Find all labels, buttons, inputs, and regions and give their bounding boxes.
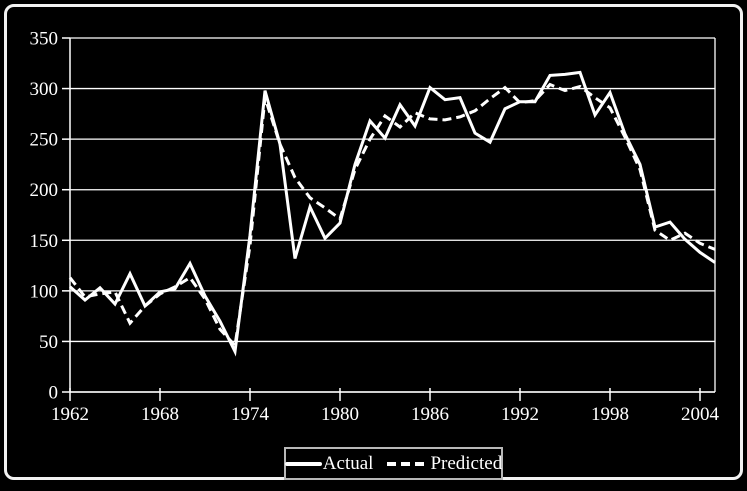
y-tick-label-350: 350 (30, 29, 59, 50)
y-tick-label-0: 0 (49, 383, 59, 404)
chart-outer-frame: 0 50 100 150 200 250 300 350 1962 1968 1974 1980 198… (4, 4, 743, 480)
chart-legend: Actual Predicted (284, 447, 503, 480)
line-chart-plot: 0 50 100 150 200 250 300 350 1962 1968 1974 1980 198… (30, 29, 720, 426)
y-tick-label-250: 250 (30, 130, 59, 151)
y-tick-label-300: 300 (30, 79, 59, 100)
x-tick-label-1974: 1974 (231, 404, 270, 425)
x-tick-label-1968: 1968 (141, 404, 179, 425)
x-tick-label-1986: 1986 (411, 404, 449, 425)
dashed-line-icon (387, 461, 430, 466)
legend-label-predicted: Predicted (430, 453, 503, 474)
legend-item-actual: Actual (284, 453, 374, 474)
solid-line-icon (284, 461, 322, 466)
x-tick-label-1980: 1980 (321, 404, 359, 425)
x-tick-label-1998: 1998 (591, 404, 629, 425)
legend-label-actual: Actual (322, 453, 374, 474)
series-line-actual (69, 70, 716, 357)
y-tick-label-50: 50 (39, 332, 58, 353)
y-tick-label-100: 100 (30, 281, 59, 302)
y-tick-label-200: 200 (30, 180, 59, 201)
y-tick-label-150: 150 (30, 231, 59, 252)
x-tick-label-2004: 2004 (681, 404, 720, 425)
x-tick-label-1992: 1992 (501, 404, 539, 425)
legend-item-predicted: Predicted (387, 454, 502, 473)
x-tick-label-1962: 1962 (51, 404, 89, 425)
